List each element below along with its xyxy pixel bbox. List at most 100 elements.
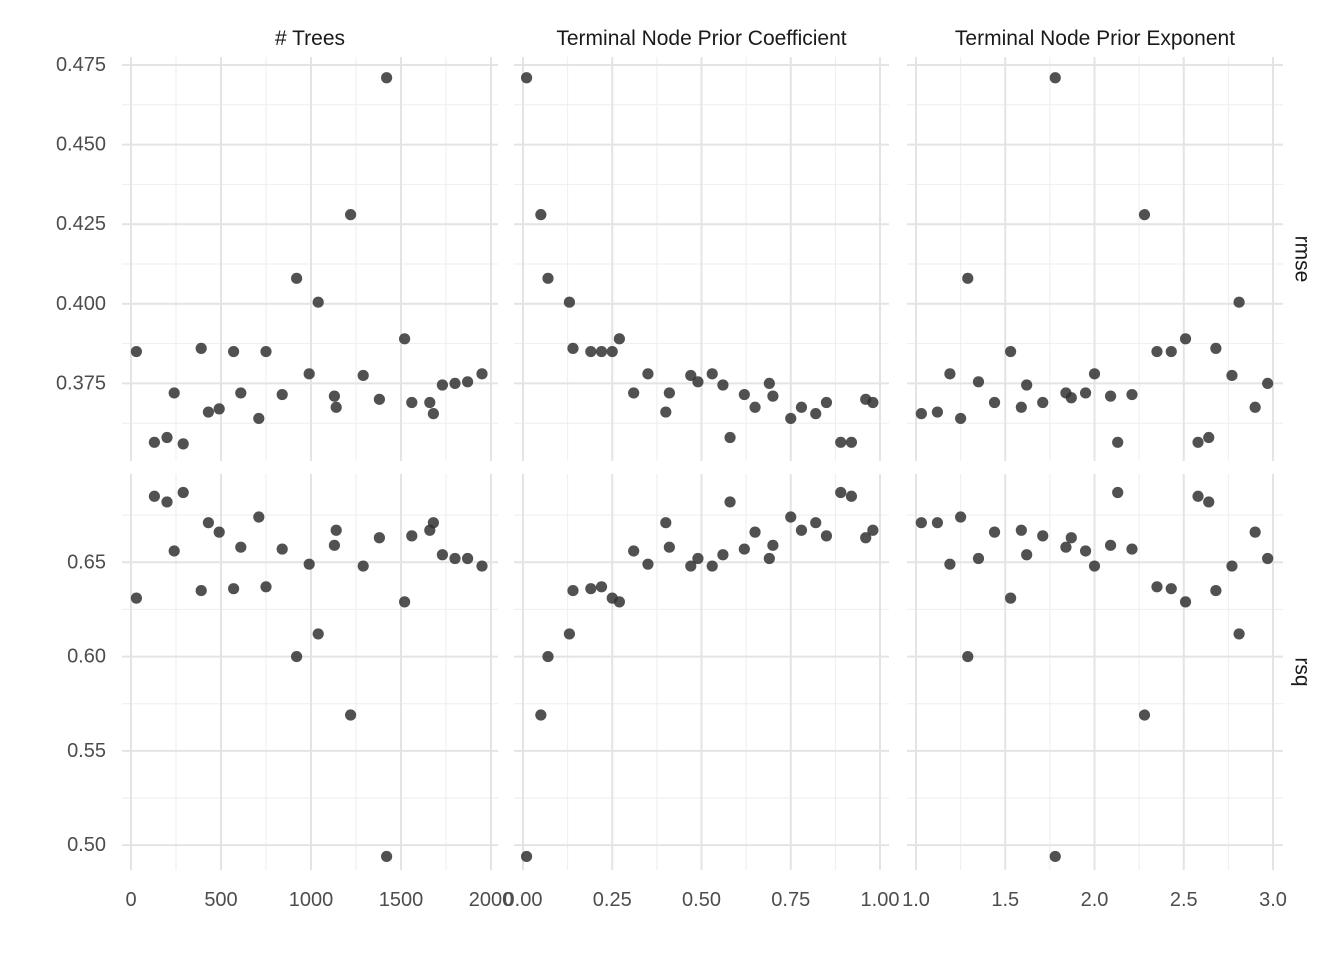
x-tick-label: 2000 [469,889,514,911]
data-point [1104,539,1117,551]
data-point [1192,436,1204,448]
data-point [228,583,240,595]
data-point [357,369,369,382]
y-tick-label: 0.50 [67,834,106,856]
data-point [213,526,225,538]
x-tick-label: 0.75 [771,889,810,911]
data-point [1262,552,1274,565]
data-point [476,560,488,572]
data-point [1203,431,1215,444]
panel-trees-rsq [122,474,498,870]
data-point [345,709,357,721]
data-point [563,296,576,308]
data-point [542,650,554,663]
x-tick-label: 0.00 [504,889,543,911]
data-point [168,387,180,399]
data-point [1126,388,1138,401]
data-point [1065,532,1077,544]
data-point [685,369,697,382]
data-point [628,545,640,557]
data-point [381,850,393,863]
data-point [1088,560,1101,572]
data-point [663,387,675,399]
data-point [330,401,342,413]
data-point [1179,333,1192,345]
data-point [427,517,439,529]
data-point [424,396,436,409]
data-point [915,517,927,529]
data-point [613,596,625,608]
x-tick-label: 500 [204,889,237,911]
data-point [835,486,847,499]
data-point [972,552,985,565]
data-point [642,558,654,570]
data-point [520,72,533,84]
points-trees-rsq [130,486,488,863]
data-point [476,368,488,380]
data-point [462,376,474,388]
data-point [663,541,675,553]
data-point [767,390,779,402]
data-point [738,388,750,401]
data-point [988,396,1001,409]
panel-coef-rsq [514,474,889,870]
data-point [1079,545,1092,557]
data-point [202,406,214,418]
data-point [1192,490,1204,502]
data-point [168,545,180,557]
data-point [1079,387,1092,399]
data-point [436,379,448,391]
data-point [845,436,858,448]
data-point [642,368,654,380]
data-point [1049,72,1061,84]
data-point [1233,296,1245,308]
data-point [235,541,247,553]
data-point [944,368,956,380]
data-point [1165,583,1177,595]
data-point [228,345,240,358]
data-point [1210,342,1222,354]
x-tick-label: 3.0 [1259,889,1287,911]
data-point [1015,401,1027,413]
points-expo-rsq [915,486,1274,863]
data-point [276,388,288,401]
points-trees-rmse [130,72,488,450]
data-point [810,408,822,420]
data-point [915,408,927,420]
x-tick-label: 0.25 [593,889,632,911]
data-point [1005,592,1017,604]
data-point [399,333,411,345]
data-point [845,490,858,502]
x-tick-label: 1.0 [902,889,930,911]
data-point [312,628,324,640]
data-point [595,345,608,358]
data-point [955,412,967,425]
data-point [795,524,808,536]
data-point [291,650,303,663]
data-point [260,345,272,358]
facet-column-label: Terminal Node Prior Exponent [955,27,1235,50]
data-point [717,549,729,561]
data-point [724,431,736,444]
data-point [1179,596,1192,608]
data-point [330,524,342,536]
data-point [535,209,547,221]
data-point [835,436,847,448]
data-point [962,272,974,284]
data-point [253,511,265,523]
data-point [820,396,833,409]
data-point [195,584,207,597]
data-point [1165,345,1177,358]
facet-row-label: rsq [1291,657,1314,686]
panel-expo-rsq [907,474,1283,870]
data-point [685,560,697,572]
data-point [944,558,956,570]
data-point [1126,543,1138,555]
data-point [1049,850,1061,863]
data-point [785,412,797,425]
x-tick-label: 2.5 [1170,889,1198,911]
data-point [931,517,944,529]
data-point [449,377,461,389]
data-point [1104,390,1117,402]
